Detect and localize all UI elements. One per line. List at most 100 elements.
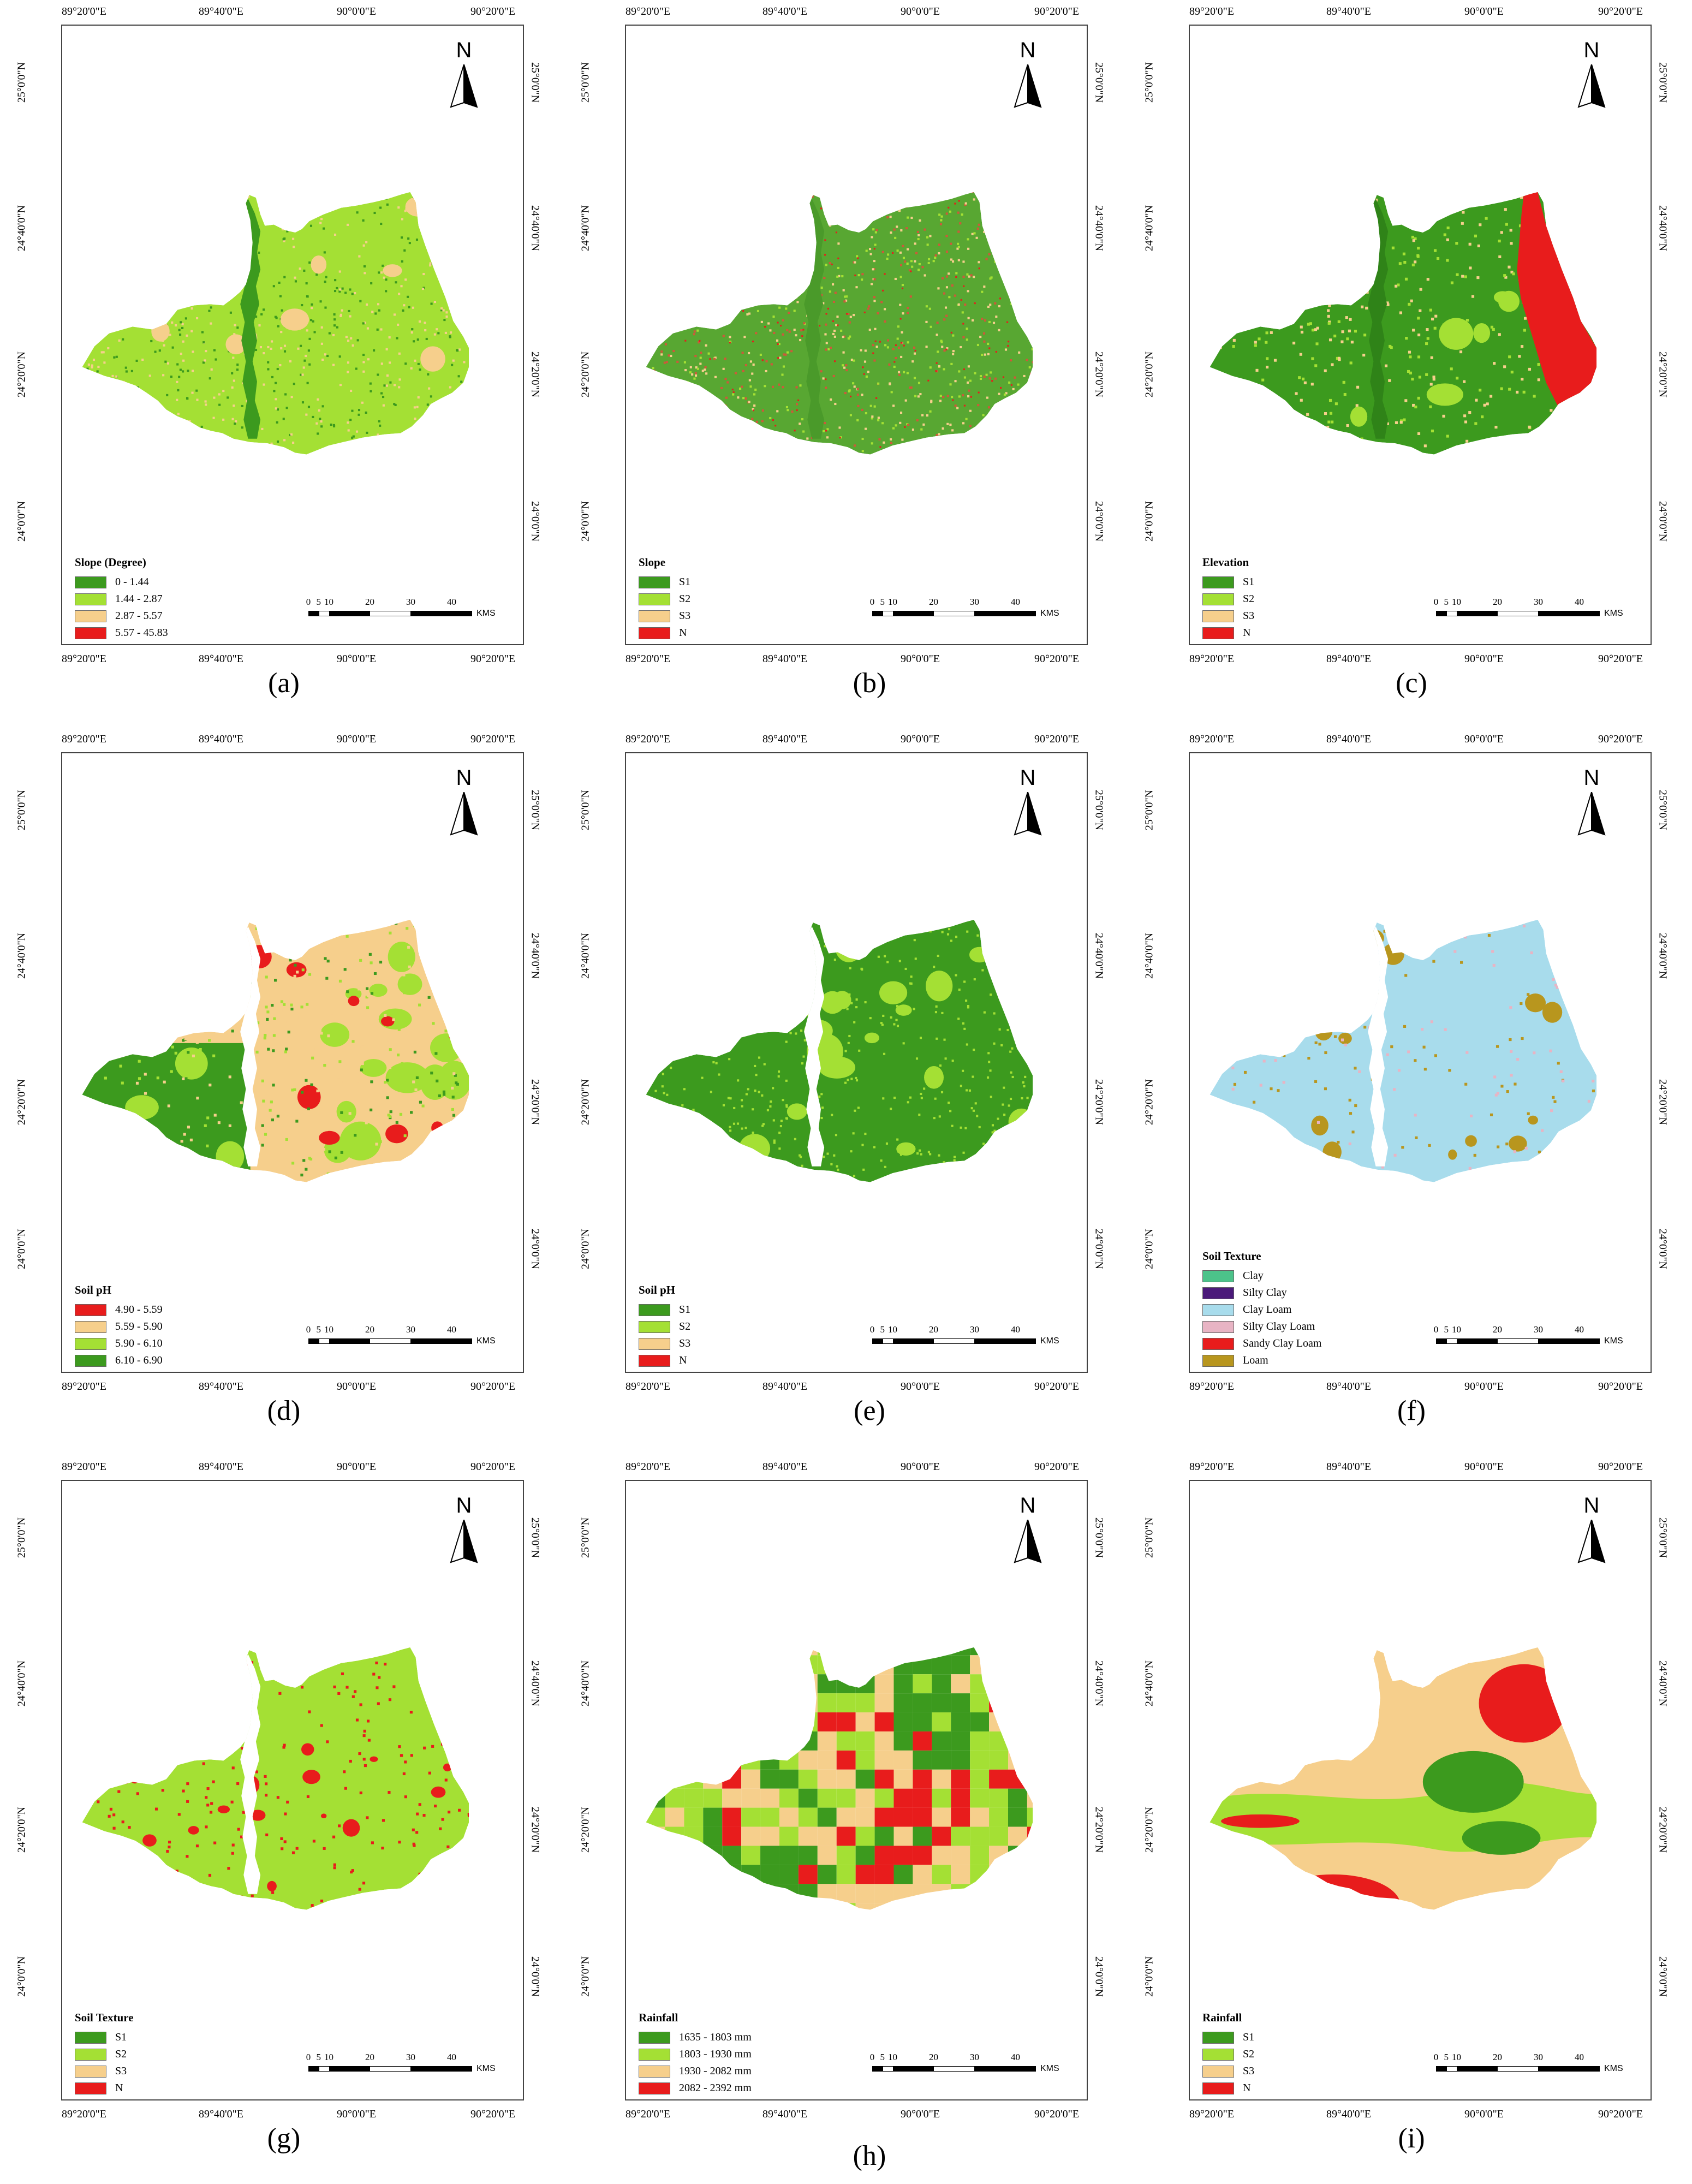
map-speckle — [803, 227, 806, 229]
map-speckle — [990, 1096, 992, 1098]
map-speckle — [92, 302, 94, 305]
map-speckle — [335, 961, 339, 964]
map-speckle — [307, 406, 311, 408]
map-speckle — [673, 1132, 676, 1135]
map-speckle — [87, 245, 90, 247]
map-speckle — [88, 285, 91, 288]
map-speckle — [362, 1882, 366, 1885]
latitude-tick-right: 24°20'0"N — [1657, 351, 1669, 398]
map-speckle — [864, 349, 867, 352]
map-speckle — [747, 919, 749, 922]
map-speckle — [200, 1688, 203, 1691]
map-speckle — [903, 344, 905, 347]
map-speckle — [707, 352, 710, 355]
map-speckle — [670, 203, 672, 205]
map-speckle — [1504, 276, 1508, 279]
map-speckle — [284, 1050, 288, 1054]
map-speckle — [659, 1017, 662, 1020]
rainfall-grid-cell — [989, 1826, 1008, 1846]
map-speckle — [374, 312, 377, 315]
rainfall-grid-cell — [913, 1769, 932, 1789]
map-speckle — [802, 1055, 805, 1058]
map-speckle — [333, 324, 336, 327]
map-speckle — [1014, 202, 1016, 205]
map-speckle — [926, 414, 928, 417]
map-speckle — [464, 1007, 468, 1010]
map-speckle — [1442, 414, 1445, 418]
map-speckle — [672, 199, 675, 202]
map-speckle — [961, 213, 963, 216]
rainfall-grid-cell — [913, 1731, 932, 1751]
map-speckle — [969, 1157, 972, 1161]
map-speckle — [872, 228, 875, 231]
scale-bar: 0 5 10 20 30 40 KMS — [306, 597, 496, 624]
map-speckle — [699, 340, 701, 342]
map-speckle — [343, 1770, 346, 1774]
rainfall-grid-cell — [817, 1647, 837, 1656]
map-speckle — [290, 433, 293, 436]
map-speckle — [822, 302, 825, 305]
map-speckle — [874, 231, 877, 234]
rainfall-grid-cell — [893, 1647, 913, 1656]
legend-label: S1 — [679, 576, 691, 588]
scale-segment — [1538, 2067, 1599, 2071]
scale-bar: 0 5 10 20 30 40 KMS — [870, 597, 1059, 624]
map-speckle — [967, 381, 969, 384]
map-speckle — [1265, 341, 1268, 344]
map-speckle — [1255, 368, 1259, 372]
rainfall-grid-cell — [684, 1922, 703, 1941]
map-speckle — [203, 433, 206, 436]
map-speckle — [758, 1091, 760, 1093]
map-speckle — [158, 321, 161, 324]
legend-swatch — [639, 627, 670, 639]
map-speckle — [153, 1135, 157, 1138]
map-speckle — [857, 274, 860, 277]
map-speckle — [397, 323, 400, 326]
map-speckle — [1010, 302, 1013, 305]
map-speckle — [793, 329, 796, 331]
map-speckle — [1426, 337, 1429, 340]
map-speckle — [777, 322, 779, 324]
map-speckle — [208, 1722, 212, 1725]
map-speckle — [210, 1802, 213, 1805]
map-speckle — [943, 292, 946, 295]
map-speckle — [308, 193, 311, 195]
rainfall-grid-cell — [684, 1884, 704, 1903]
map-speckle — [358, 987, 361, 991]
map-speckle — [784, 435, 787, 438]
scale-label: 10 — [324, 597, 333, 607]
map-speckle — [1276, 209, 1280, 212]
map-legend: Soil pH 4.90 - 5.59 5.59 - 5.90 5.90 - 6.10… — [75, 1283, 163, 1369]
latitude-tick-left: 25°0'0"N — [15, 789, 28, 831]
map-speckle — [829, 224, 832, 227]
map-speckle — [1407, 212, 1410, 215]
map-speckle — [1409, 371, 1412, 374]
map-legend: Slope S1 S2 S3 N — [639, 556, 690, 641]
scale-numbers: 0 5 10 20 30 40 — [306, 597, 494, 609]
map-speckle — [347, 945, 351, 949]
map-speckle — [90, 1830, 93, 1834]
scale-numbers: 0 5 10 20 30 40 — [1434, 597, 1622, 609]
legend-swatch — [1202, 1320, 1234, 1333]
map-speckle — [1533, 395, 1536, 398]
map-speckle — [729, 1097, 732, 1100]
map-speckle — [786, 329, 789, 331]
panel-caption: (c) — [1396, 668, 1427, 699]
map-speckle — [961, 311, 964, 314]
map-speckle — [1324, 369, 1327, 372]
map-speckle — [152, 300, 155, 303]
map-speckle — [798, 242, 801, 245]
map-speckle — [1240, 295, 1243, 299]
map-speckle — [887, 202, 890, 204]
map-speckle — [906, 312, 909, 314]
map-speckle — [182, 370, 184, 373]
map-speckle — [835, 1134, 837, 1136]
map-speckle — [121, 1081, 124, 1085]
map-speckle — [761, 1124, 764, 1127]
map-speckle — [969, 409, 972, 412]
map-speckle — [1403, 418, 1406, 421]
scale-label: 0 — [1433, 2052, 1439, 2062]
map-speckle — [791, 410, 794, 413]
map-speckle — [1553, 1100, 1557, 1103]
scale-segment — [370, 1339, 411, 1343]
